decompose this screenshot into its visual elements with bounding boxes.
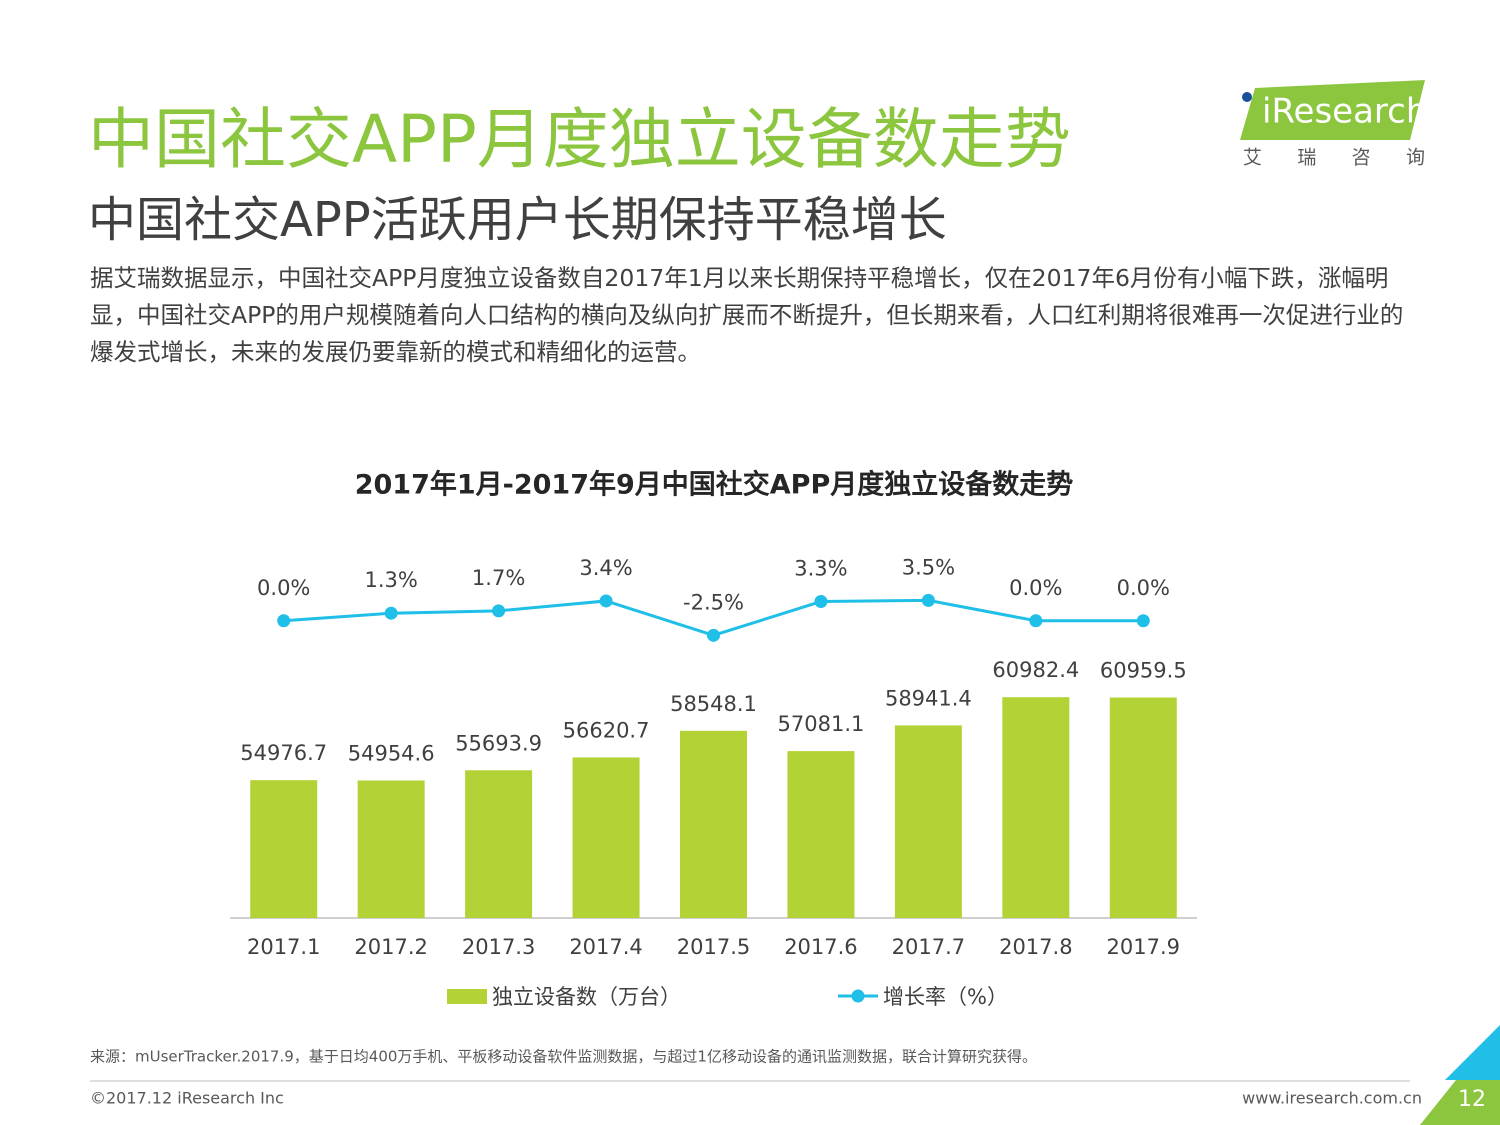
bar (680, 730, 747, 918)
x-tick-label: 2017.8 (999, 935, 1072, 959)
line-point (1136, 614, 1150, 628)
bar (1002, 697, 1070, 918)
bar (250, 780, 318, 918)
line-label: 1.3% (364, 568, 417, 592)
slide-title: 中国社交APP月度独立设备数走势 (88, 101, 1071, 178)
line-point (599, 594, 613, 608)
logo-shape (1240, 80, 1425, 140)
line-point (384, 606, 398, 620)
bar-label: 60959.5 (1100, 659, 1187, 683)
x-tick-label: 2017.6 (784, 935, 857, 959)
x-tick-label: 2017.9 (1107, 935, 1180, 959)
logo-cn: 艾 瑞 咨 询 (1243, 147, 1425, 169)
line-label: -2.5% (683, 590, 744, 614)
line-point (492, 604, 506, 618)
x-tick-label: 2017.1 (247, 935, 320, 959)
line-point (921, 593, 935, 607)
line-label: 3.3% (794, 557, 847, 581)
x-tick-label: 2017.3 (462, 935, 535, 959)
bar (572, 757, 640, 918)
bar-label: 58548.1 (670, 692, 757, 716)
legend-label: 增长率（%） (883, 985, 1008, 1009)
bar-label: 54976.7 (240, 741, 327, 765)
line-label: 1.7% (472, 566, 525, 590)
logo-dot (1242, 92, 1252, 102)
corner-blue (1445, 1025, 1500, 1080)
x-tick-label: 2017.7 (892, 935, 965, 959)
bar (787, 751, 855, 918)
x-tick-label: 2017.2 (354, 935, 427, 959)
line-label: 3.4% (579, 556, 632, 580)
bar-label: 54954.6 (348, 741, 435, 765)
x-tick-label: 2017.5 (677, 935, 750, 959)
logo: iResearch (1262, 92, 1427, 132)
line-point (707, 628, 720, 642)
line-label: 0.0% (257, 576, 310, 600)
chart-title: 2017年1月-2017年9月中国社交APP月度独立设备数走势 (355, 469, 1074, 501)
x-tick-label: 2017.4 (569, 935, 642, 959)
legend-swatch (447, 989, 487, 1004)
bar-label: 60982.4 (992, 658, 1079, 682)
url: www.iresearch.com.cn (1242, 1089, 1422, 1108)
line-point (814, 595, 828, 609)
bar-label: 57081.1 (778, 712, 865, 736)
legend-label: 独立设备数（万台） (492, 985, 681, 1009)
bar (465, 770, 533, 918)
line-point (1029, 614, 1043, 628)
line-point (277, 614, 291, 628)
copyright: ©2017.12 iResearch Inc (90, 1089, 284, 1108)
bar (357, 780, 425, 918)
paragraph: 据艾瑞数据显示，中国社交APP月度独立设备数自2017年1月以来长期保持平稳增长… (90, 264, 1404, 366)
bar-label: 55693.9 (455, 731, 542, 755)
bar (1109, 697, 1177, 918)
bar-label: 58941.4 (885, 686, 972, 710)
line-label: 0.0% (1117, 576, 1170, 600)
legend-swatch-dot (851, 989, 865, 1003)
source: 来源：mUserTracker.2017.9，基于日均400万手机、平板移动设备… (90, 1048, 1037, 1066)
line-label: 0.0% (1009, 576, 1062, 600)
slide-subtitle: 中国社交APP活跃用户长期保持平稳增长 (88, 192, 947, 248)
line-label: 3.5% (902, 555, 955, 579)
page-number: 12 (1458, 1087, 1486, 1112)
bar (894, 725, 962, 918)
bar-label: 56620.7 (563, 718, 650, 742)
